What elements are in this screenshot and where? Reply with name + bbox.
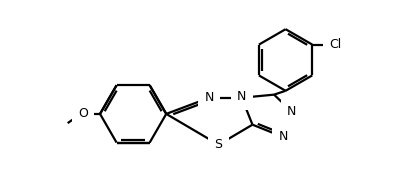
- Text: N: N: [287, 105, 297, 118]
- Text: Cl: Cl: [329, 38, 341, 51]
- Text: S: S: [215, 138, 222, 151]
- Text: O: O: [78, 107, 88, 120]
- Text: N: N: [237, 90, 246, 103]
- Text: N: N: [205, 91, 214, 104]
- Text: N: N: [279, 131, 288, 143]
